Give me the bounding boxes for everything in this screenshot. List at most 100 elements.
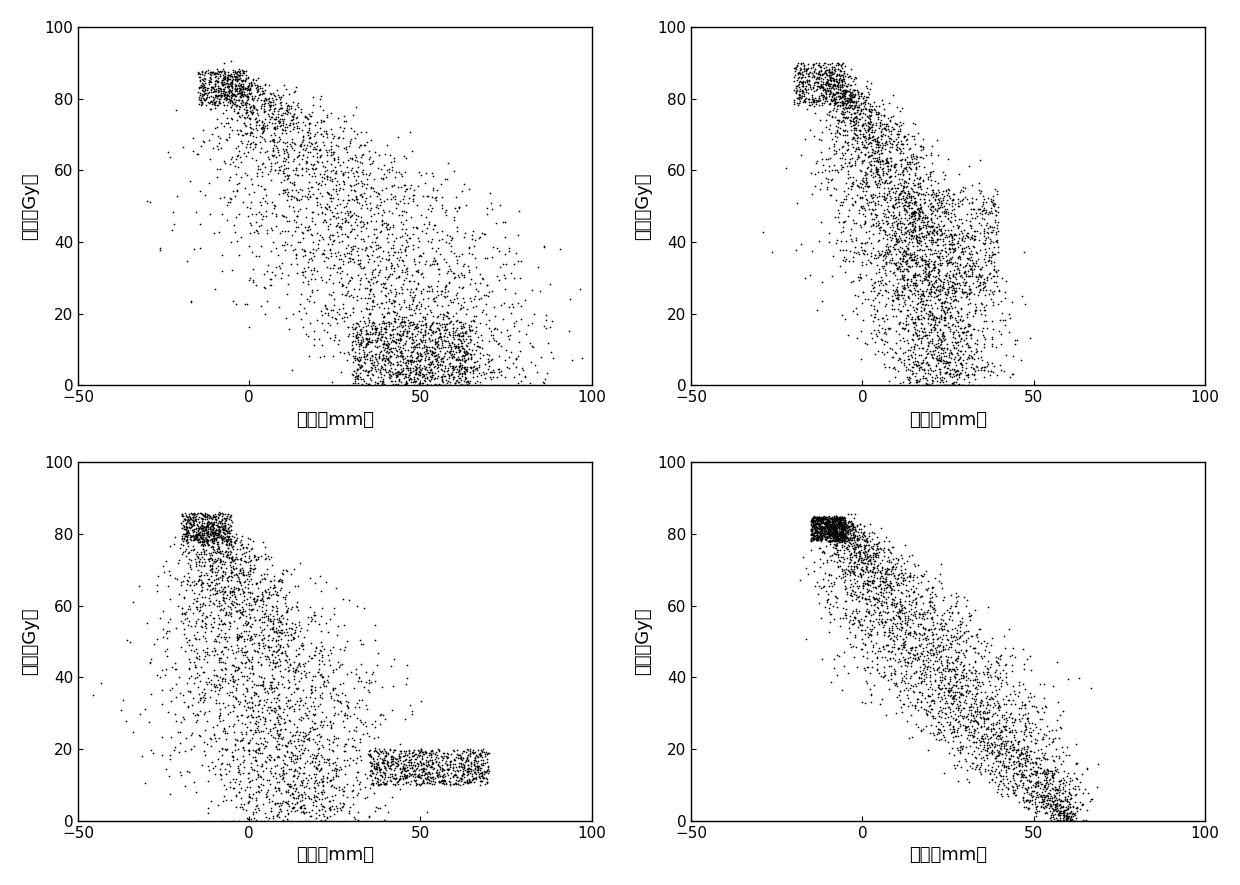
Point: [393, 771, 413, 785]
Point: [887, 596, 906, 611]
Point: [360, 150, 379, 164]
Point: [219, 510, 239, 524]
Point: [428, 743, 448, 757]
Point: [843, 254, 863, 268]
Point: [391, 761, 410, 775]
Point: [461, 762, 481, 776]
Point: [206, 522, 226, 536]
Point: [372, 218, 392, 232]
Point: [836, 134, 856, 148]
Point: [883, 627, 903, 641]
Point: [932, 327, 952, 341]
Point: [190, 535, 210, 549]
Point: [925, 588, 945, 602]
Point: [176, 529, 196, 543]
Point: [883, 591, 903, 605]
Point: [236, 119, 255, 133]
Point: [939, 229, 959, 243]
Point: [414, 345, 434, 359]
Point: [327, 689, 347, 703]
Point: [268, 633, 288, 647]
Point: [940, 255, 960, 269]
Point: [848, 545, 868, 559]
Point: [348, 368, 368, 382]
Point: [203, 596, 223, 611]
Point: [243, 704, 263, 719]
Point: [897, 273, 916, 288]
Point: [430, 358, 450, 373]
Point: [883, 633, 903, 647]
Point: [211, 602, 231, 616]
Point: [908, 327, 928, 342]
Point: [308, 182, 327, 196]
Point: [237, 140, 257, 154]
Point: [301, 792, 321, 806]
Point: [212, 571, 232, 585]
Point: [417, 221, 436, 235]
Point: [404, 189, 424, 203]
Point: [1056, 803, 1076, 817]
Point: [861, 126, 880, 140]
Point: [895, 206, 915, 220]
Point: [820, 515, 839, 529]
Point: [813, 66, 833, 81]
Point: [206, 98, 226, 112]
Point: [412, 349, 432, 363]
Point: [268, 712, 288, 726]
Point: [264, 573, 284, 587]
Point: [852, 165, 872, 179]
Point: [260, 157, 280, 171]
Point: [753, 225, 773, 239]
Point: [849, 100, 869, 114]
Point: [423, 202, 443, 216]
Point: [1009, 757, 1029, 771]
Point: [905, 165, 925, 180]
Point: [944, 363, 963, 377]
Point: [1043, 794, 1063, 808]
Point: [180, 684, 200, 698]
Point: [1017, 742, 1037, 756]
Point: [972, 729, 992, 743]
Point: [361, 204, 381, 218]
Point: [262, 223, 281, 237]
Point: [270, 639, 290, 653]
Point: [299, 704, 319, 718]
Point: [435, 205, 455, 219]
Point: [243, 262, 263, 276]
Point: [299, 649, 319, 663]
Point: [859, 574, 879, 589]
Point: [862, 191, 882, 205]
Point: [469, 330, 489, 344]
Point: [383, 190, 403, 204]
Point: [356, 324, 376, 338]
Point: [873, 575, 893, 589]
Point: [1027, 799, 1047, 813]
Point: [967, 703, 987, 717]
Point: [833, 89, 853, 104]
Point: [883, 88, 903, 102]
Point: [429, 266, 449, 281]
Point: [830, 521, 849, 535]
Point: [311, 785, 331, 799]
Point: [274, 774, 294, 789]
Point: [422, 774, 441, 789]
Point: [255, 92, 275, 106]
Point: [1055, 800, 1075, 814]
Point: [356, 364, 376, 378]
Point: [892, 700, 911, 714]
Point: [305, 613, 325, 627]
Point: [823, 518, 843, 532]
Point: [884, 634, 904, 648]
Point: [361, 768, 381, 782]
Point: [419, 343, 439, 358]
Point: [350, 782, 370, 796]
Point: [1014, 296, 1034, 311]
Point: [250, 612, 270, 627]
Point: [356, 271, 376, 285]
Point: [397, 260, 417, 274]
Point: [356, 767, 376, 781]
Point: [932, 328, 952, 342]
Point: [316, 575, 336, 589]
Point: [393, 352, 413, 366]
Point: [228, 105, 248, 119]
